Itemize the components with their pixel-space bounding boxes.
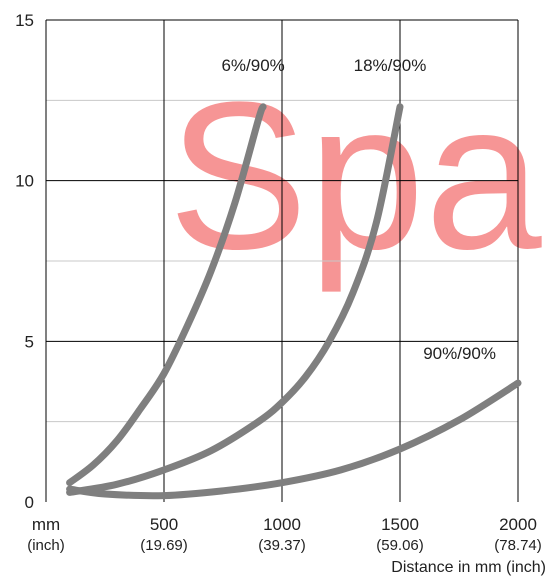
series-label: 18%/90% (354, 56, 427, 75)
x-tick-sub-label: (39.37) (258, 537, 306, 554)
x-unit-label: mm (32, 515, 60, 534)
x-tick-label: 1000 (263, 515, 301, 534)
x-tick-label: 1500 (381, 515, 419, 534)
x-tick-sub-label: (19.69) (140, 537, 188, 554)
x-tick-sub-label: (78.74) (494, 537, 542, 554)
series-label: 6%/90% (221, 56, 284, 75)
x-tick-sub-label: (59.06) (376, 537, 424, 554)
y-tick-label: 5 (25, 332, 34, 351)
labels: 0 5 10 15 500 (19.69) 1000 (39.37) 1500 (59.06) 20… (15, 11, 542, 554)
grid (45, 19, 519, 502)
watermark: Spa (168, 58, 542, 293)
x-tick-label: 500 (150, 515, 178, 534)
y-tick-label: 0 (25, 493, 34, 512)
y-tick-label: 10 (15, 172, 34, 191)
x-unit-sub-label: (inch) (27, 537, 65, 554)
series-curves (66, 103, 522, 500)
y-tick-label: 15 (15, 11, 34, 30)
x-tick-label: 2000 (499, 515, 537, 534)
series-line (66, 379, 522, 500)
series-label: 90%/90% (423, 344, 496, 363)
x-axis-title: Distance in mm (inch) (391, 559, 546, 576)
series-line (66, 103, 404, 496)
series-line (66, 103, 267, 487)
